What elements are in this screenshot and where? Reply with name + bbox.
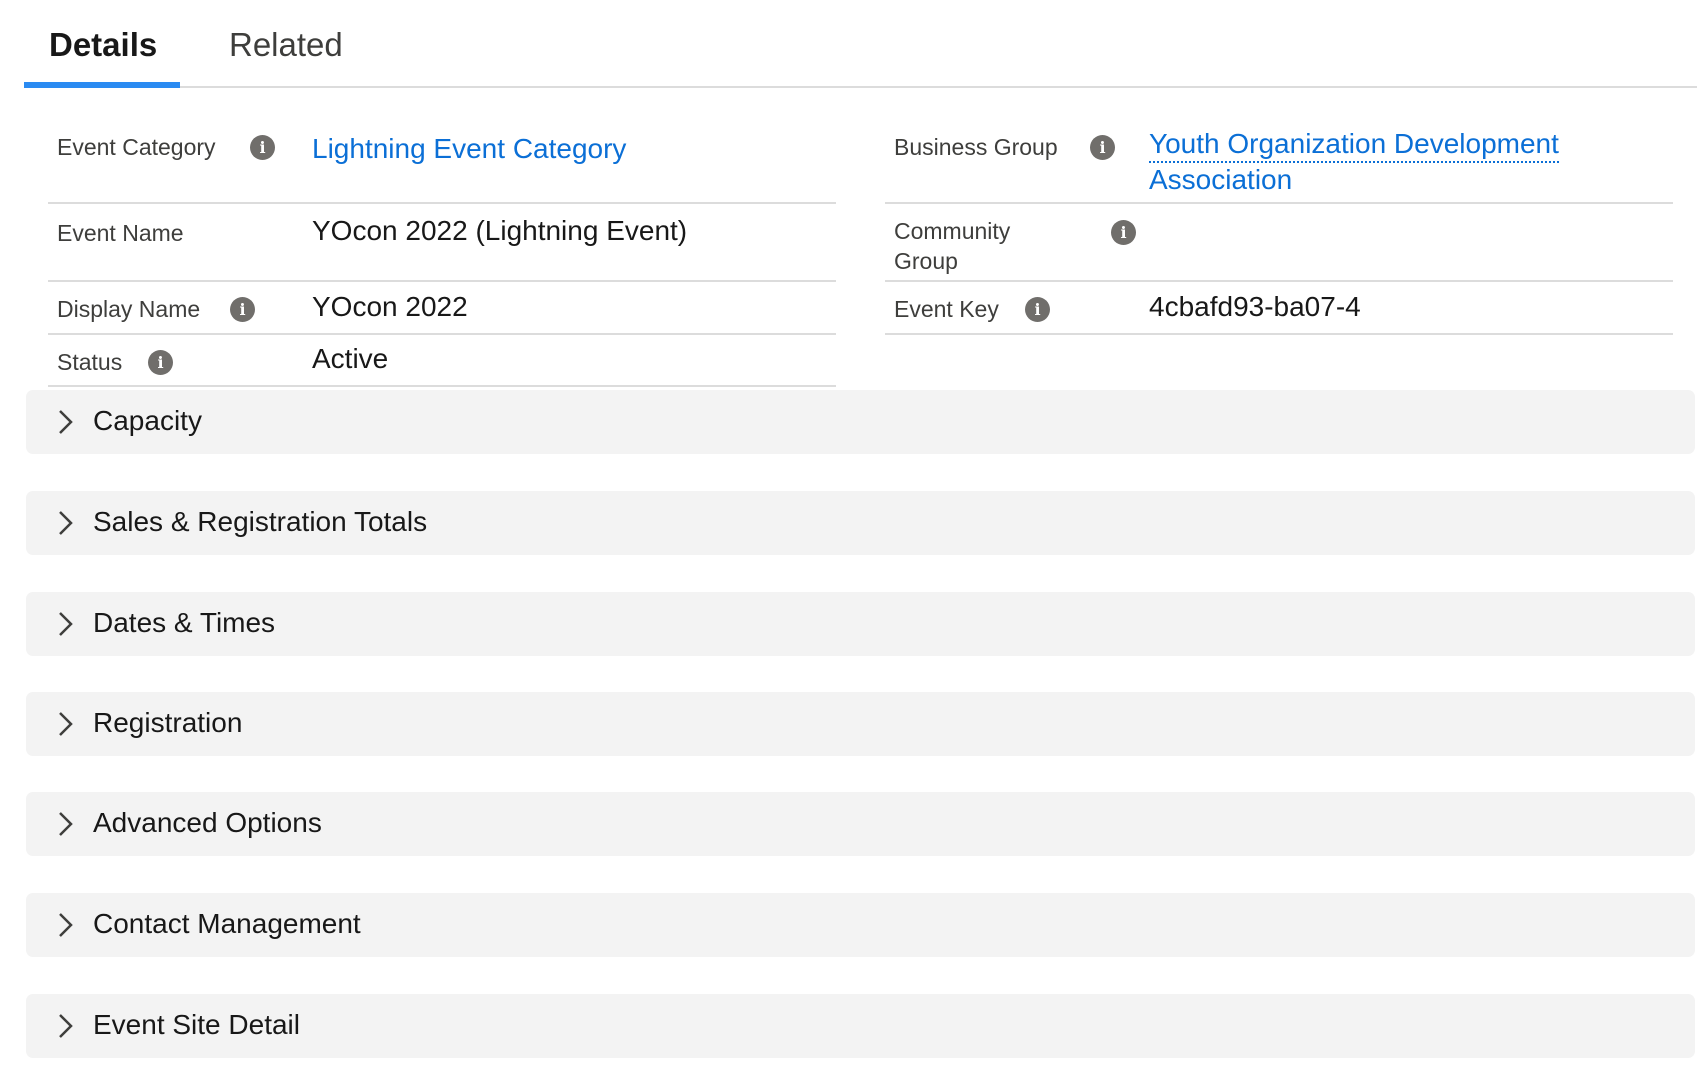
chevron-right-icon	[59, 612, 73, 636]
section-title: Contact Management	[93, 908, 361, 939]
field-display-name: Display Name i YOcon 2022	[48, 282, 836, 335]
info-icon[interactable]: i	[1090, 135, 1115, 160]
field-status: Status i Active	[48, 335, 836, 387]
field-label: Business Group	[894, 134, 1058, 160]
chevron-right-icon	[59, 1014, 73, 1038]
field-value: Active	[312, 343, 389, 374]
field-label: Status	[57, 349, 123, 375]
section-event-site-detail[interactable]: Event Site Detail	[26, 994, 1695, 1058]
section-title: Capacity	[93, 405, 202, 436]
field-label: Event Key	[894, 296, 999, 322]
details-left-column: Event Category i Lightning Event Categor…	[48, 118, 836, 387]
field-community-group: Community Group i	[885, 204, 1673, 282]
label-line-2: Group	[894, 248, 958, 274]
section-capacity[interactable]: Capacity	[26, 390, 1695, 454]
field-business-group: Business Group i Youth Organization Deve…	[885, 118, 1673, 204]
label-line-1: Community	[894, 218, 1011, 244]
section-dates-times[interactable]: Dates & Times	[26, 592, 1695, 656]
field-value: 4cbafd93-ba07-4	[1149, 291, 1361, 322]
chevron-right-icon	[59, 712, 73, 736]
field-event-name: Event Name YOcon 2022 (Lightning Event)	[48, 204, 836, 282]
section-advanced-options[interactable]: Advanced Options	[26, 792, 1695, 856]
business-group-link[interactable]: Youth Organization Development Associati…	[1149, 127, 1559, 197]
chevron-right-icon	[59, 913, 73, 937]
chevron-right-icon	[59, 410, 73, 434]
field-label: Event Category	[57, 134, 216, 160]
info-icon[interactable]: i	[148, 350, 173, 375]
chevron-right-icon	[59, 511, 73, 535]
tab-bar: Details Related	[24, 0, 1697, 88]
link-line-2: Association	[1149, 164, 1293, 195]
section-title: Dates & Times	[93, 607, 276, 638]
field-event-key: Event Key i 4cbafd93-ba07-4	[885, 282, 1673, 335]
event-category-link[interactable]: Lightning Event Category	[312, 133, 627, 164]
active-tab-indicator	[24, 82, 180, 88]
info-icon[interactable]: i	[230, 297, 255, 322]
section-registration[interactable]: Registration	[26, 692, 1695, 756]
section-title: Advanced Options	[93, 807, 322, 838]
section-title: Registration	[93, 707, 243, 738]
tab-related[interactable]: Related	[229, 26, 343, 63]
section-sales-registration-totals[interactable]: Sales & Registration Totals	[26, 491, 1695, 555]
chevron-right-icon	[59, 812, 73, 836]
link-line-1: Youth Organization Development	[1149, 127, 1559, 163]
field-label: Community Group	[894, 216, 1010, 276]
field-event-category: Event Category i Lightning Event Categor…	[48, 118, 836, 204]
section-title: Sales & Registration Totals	[93, 506, 428, 537]
details-right-column: Business Group i Youth Organization Deve…	[885, 118, 1673, 335]
field-label: Event Name	[57, 220, 184, 246]
section-contact-management[interactable]: Contact Management	[26, 893, 1695, 957]
info-icon[interactable]: i	[1025, 297, 1050, 322]
info-icon[interactable]: i	[250, 135, 275, 160]
tab-details[interactable]: Details	[49, 26, 158, 63]
section-title: Event Site Detail	[93, 1009, 300, 1040]
field-value: YOcon 2022	[312, 291, 468, 322]
info-icon[interactable]: i	[1111, 220, 1136, 245]
field-value: YOcon 2022 (Lightning Event)	[312, 215, 688, 246]
field-label: Display Name	[57, 296, 201, 322]
